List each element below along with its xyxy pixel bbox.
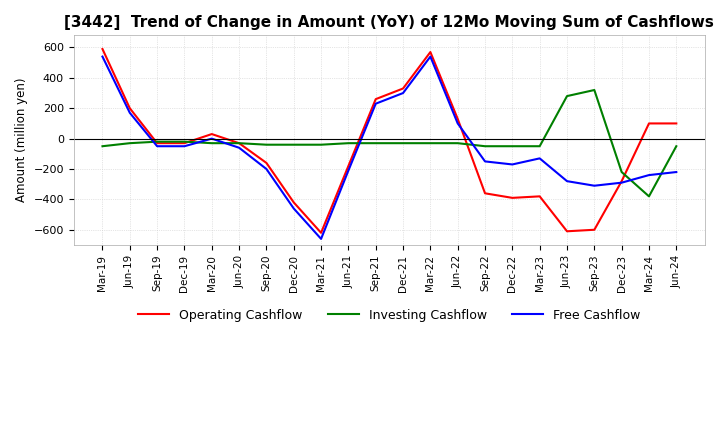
Operating Cashflow (481, 191, 490, 196)
Investing Cashflow (399, 140, 408, 146)
Free Cashflow (617, 180, 626, 185)
Free Cashflow (372, 101, 380, 106)
Operating Cashflow (644, 121, 653, 126)
Investing Cashflow (125, 140, 134, 146)
Operating Cashflow (98, 46, 107, 51)
Investing Cashflow (289, 142, 298, 147)
Free Cashflow (207, 136, 216, 141)
Operating Cashflow (207, 132, 216, 137)
Investing Cashflow (672, 143, 680, 149)
Investing Cashflow (536, 143, 544, 149)
Free Cashflow (563, 179, 572, 184)
Line: Free Cashflow: Free Cashflow (102, 57, 676, 239)
Free Cashflow (289, 206, 298, 211)
Investing Cashflow (180, 139, 189, 144)
Operating Cashflow (180, 140, 189, 146)
Legend: Operating Cashflow, Investing Cashflow, Free Cashflow: Operating Cashflow, Investing Cashflow, … (133, 304, 646, 327)
Operating Cashflow (399, 86, 408, 91)
Free Cashflow (672, 169, 680, 175)
Free Cashflow (317, 236, 325, 242)
Investing Cashflow (426, 140, 435, 146)
Operating Cashflow (508, 195, 517, 201)
Operating Cashflow (590, 227, 598, 232)
Investing Cashflow (617, 169, 626, 175)
Operating Cashflow (317, 230, 325, 235)
Free Cashflow (536, 156, 544, 161)
Title: [3442]  Trend of Change in Amount (YoY) of 12Mo Moving Sum of Cashflows: [3442] Trend of Change in Amount (YoY) o… (65, 15, 714, 30)
Operating Cashflow (344, 163, 353, 169)
Investing Cashflow (563, 93, 572, 99)
Investing Cashflow (344, 140, 353, 146)
Free Cashflow (262, 166, 271, 172)
Investing Cashflow (235, 140, 243, 146)
Line: Investing Cashflow: Investing Cashflow (102, 90, 676, 196)
Investing Cashflow (508, 143, 517, 149)
Free Cashflow (180, 143, 189, 149)
Free Cashflow (98, 54, 107, 59)
Operating Cashflow (262, 160, 271, 165)
Investing Cashflow (153, 139, 161, 144)
Investing Cashflow (98, 143, 107, 149)
Investing Cashflow (262, 142, 271, 147)
Free Cashflow (454, 121, 462, 126)
Operating Cashflow (672, 121, 680, 126)
Free Cashflow (153, 143, 161, 149)
Free Cashflow (508, 162, 517, 167)
Operating Cashflow (289, 200, 298, 205)
Line: Operating Cashflow: Operating Cashflow (102, 49, 676, 233)
Operating Cashflow (454, 116, 462, 121)
Investing Cashflow (372, 140, 380, 146)
Operating Cashflow (372, 96, 380, 102)
Investing Cashflow (207, 140, 216, 146)
Free Cashflow (481, 159, 490, 164)
Y-axis label: Amount (million yen): Amount (million yen) (15, 78, 28, 202)
Investing Cashflow (317, 142, 325, 147)
Operating Cashflow (235, 140, 243, 146)
Investing Cashflow (644, 194, 653, 199)
Operating Cashflow (426, 49, 435, 55)
Operating Cashflow (536, 194, 544, 199)
Free Cashflow (426, 54, 435, 59)
Operating Cashflow (125, 106, 134, 111)
Operating Cashflow (617, 179, 626, 184)
Free Cashflow (125, 110, 134, 115)
Investing Cashflow (481, 143, 490, 149)
Free Cashflow (235, 145, 243, 150)
Operating Cashflow (563, 229, 572, 234)
Investing Cashflow (454, 140, 462, 146)
Operating Cashflow (153, 140, 161, 146)
Free Cashflow (399, 90, 408, 95)
Free Cashflow (644, 172, 653, 178)
Free Cashflow (344, 168, 353, 173)
Investing Cashflow (590, 88, 598, 93)
Free Cashflow (590, 183, 598, 188)
